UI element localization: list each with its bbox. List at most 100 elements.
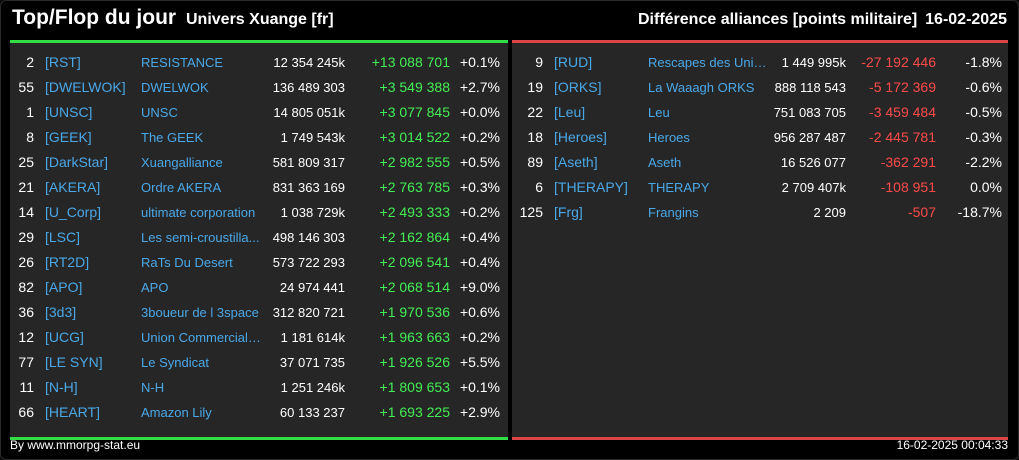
alliance-points: 831 363 169 [272, 180, 345, 195]
alliance-name: Union Commerciale... [141, 330, 265, 345]
alliance-name: Frangins [648, 205, 699, 220]
points-difference: +1 693 225 [379, 404, 450, 420]
alliance-rank: 89 [527, 154, 543, 170]
alliance-rank: 19 [527, 79, 543, 95]
percent-change: +0.0% [459, 104, 500, 120]
points-difference: +1 963 663 [379, 329, 450, 345]
alliance-row: 11 [N-H] N-H 1 251 246k +1 809 653 +0.1% [10, 375, 508, 400]
alliance-rank: 26 [18, 254, 34, 270]
alliance-points: 16 526 077 [780, 155, 846, 170]
alliance-row: 12 [UCG] Union Commerciale... 1 181 614k +1 … [10, 325, 508, 350]
generated-timestamp: 16-02-2025 00:04:33 [896, 438, 1008, 452]
points-difference: -362 291 [880, 154, 936, 170]
percent-change: +0.1% [459, 54, 500, 70]
percent-change: +0.2% [459, 329, 500, 345]
alliance-row: 77 [LE SYN] Le Syndicat 37 071 735 +1 926 52… [10, 350, 508, 375]
alliance-tag: [Leu] [554, 104, 586, 120]
alliance-row: 55 [DWELWOK] DWELWOK 136 489 303 +3 549 388 +… [10, 75, 508, 100]
alliance-tag: [RT2D] [45, 254, 90, 270]
alliance-tag: [RST] [45, 54, 81, 70]
alliance-name: Les semi-croustilla... [141, 230, 260, 245]
alliance-tag: [Frg] [554, 204, 583, 220]
alliance-name: Leu [648, 105, 670, 120]
points-difference: -3 459 484 [869, 104, 936, 120]
date-label: 16-02-2025 [925, 11, 1007, 28]
percent-change: +0.4% [459, 229, 500, 245]
percent-change: +0.2% [459, 129, 500, 145]
points-difference: +2 096 541 [379, 254, 450, 270]
alliance-name: La Waaagh ORKS [648, 80, 755, 95]
percent-change: +0.3% [459, 179, 500, 195]
alliance-name: Aseth [648, 155, 682, 170]
alliance-rank: 22 [527, 104, 543, 120]
alliance-name: The GEEK [141, 130, 204, 145]
alliance-tag: [Heroes] [554, 129, 607, 145]
percent-change: +0.4% [459, 254, 500, 270]
alliance-points: 1 449 995k [781, 55, 846, 70]
alliance-rank: 21 [18, 179, 34, 195]
alliance-tag: [UCG] [45, 329, 84, 345]
top-alliances-panel: 2 [RST] RESISTANCE 12 354 245k +13 088 701 +0… [10, 40, 508, 440]
points-difference: +1 970 536 [379, 304, 450, 320]
percent-change: +0.5% [459, 154, 500, 170]
alliance-row: 1 [UNSC] UNSC 14 805 051k +3 077 845 +0.0% [10, 100, 508, 125]
alliance-points: 1 749 543k [280, 130, 345, 145]
percent-change: -0.5% [965, 104, 1002, 120]
points-difference: +3 077 845 [379, 104, 450, 120]
alliance-row: 6 [THERAPY] THERAPY 2 709 407k -108 951 0.0% [512, 175, 1008, 200]
alliance-row: 8 [GEEK] The GEEK 1 749 543k +3 014 522 +0.2% [10, 125, 508, 150]
alliance-rank: 14 [18, 204, 34, 220]
points-difference: +2 763 785 [379, 179, 450, 195]
alliance-tag: [UNSC] [45, 104, 93, 120]
alliance-name: RESISTANCE [141, 55, 224, 70]
percent-change: +0.1% [459, 379, 500, 395]
percent-change: -0.6% [965, 79, 1002, 95]
alliance-points: 312 820 721 [272, 305, 345, 320]
points-difference: +1 926 526 [379, 354, 450, 370]
points-difference: +3 014 522 [379, 129, 450, 145]
alliance-points: 498 146 303 [272, 230, 345, 245]
alliance-row: 26 [RT2D] RaTs Du Desert 573 722 293 +2 096 … [10, 250, 508, 275]
points-difference: +2 162 864 [379, 229, 450, 245]
alliance-row: 22 [Leu] Leu 751 083 705 -3 459 484 -0.5% [512, 100, 1008, 125]
alliance-rank: 12 [18, 329, 34, 345]
alliance-tag: [N-H] [45, 379, 78, 395]
alliance-tag: [DWELWOK] [45, 79, 126, 95]
alliance-rank: 11 [19, 379, 34, 395]
alliance-points: 24 974 441 [279, 280, 345, 295]
alliance-row: 36 [3d3] 3boueur de l 3space 312 820 721 +1 … [10, 300, 508, 325]
percent-change: -1.8% [965, 54, 1002, 70]
alliance-points: 37 071 735 [279, 355, 345, 370]
points-difference: +3 549 388 [379, 79, 450, 95]
alliance-row: 125 [Frg] Frangins 2 209 -507 -18.7% [512, 200, 1008, 225]
percent-change: -2.2% [965, 154, 1002, 170]
flop-alliances-panel: 9 [RUD] Rescapes des Univ... 1 449 995k -27 … [512, 40, 1008, 440]
alliance-name: N-H [141, 380, 165, 395]
alliance-rank: 2 [26, 54, 34, 70]
points-difference: -108 951 [880, 179, 936, 195]
alliance-name: RaTs Du Desert [141, 255, 233, 270]
alliance-tag: [AKERA] [45, 179, 101, 195]
alliance-row: 82 [APO] APO 24 974 441 +2 068 514 +9.0% [10, 275, 508, 300]
alliance-row: 89 [Aseth] Aseth 16 526 077 -362 291 -2.2% [512, 150, 1008, 175]
alliance-points: 2 209 [813, 205, 846, 220]
alliance-points: 1 251 246k [280, 380, 345, 395]
universe-label: Univers Xuange [fr] [186, 11, 334, 28]
alliance-rank: 6 [535, 179, 543, 195]
alliance-rank: 29 [18, 229, 34, 245]
alliance-tag: [Aseth] [554, 154, 598, 170]
alliance-name: Xuangalliance [141, 155, 223, 170]
alliance-points: 581 809 317 [272, 155, 345, 170]
alliance-tag: [3d3] [45, 304, 77, 320]
alliance-rank: 8 [26, 129, 34, 145]
alliance-row: 19 [ORKS] La Waaagh ORKS 888 118 543 -5 172 … [512, 75, 1008, 100]
alliance-tag: [THERAPY] [554, 179, 628, 195]
alliance-rank: 55 [18, 79, 34, 95]
points-difference: +2 068 514 [379, 279, 450, 295]
alliance-row: 21 [AKERA] Ordre AKERA 831 363 169 +2 763 78… [10, 175, 508, 200]
alliance-name: Heroes [648, 130, 690, 145]
points-difference: +13 088 701 [371, 54, 450, 70]
alliance-points: 14 805 051k [273, 105, 345, 120]
alliance-rank: 9 [535, 54, 543, 70]
alliance-name: ultimate corporation [141, 205, 256, 220]
